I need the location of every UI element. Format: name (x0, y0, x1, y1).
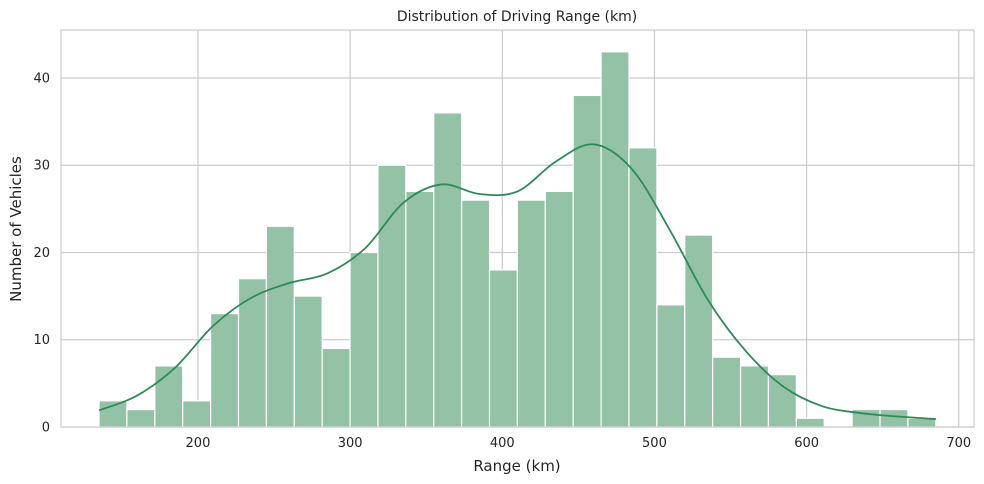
histogram-bar (739, 365, 770, 428)
y-tick-labels: 0 10 20 30 40 (33, 71, 50, 435)
x-tick-label: 400 (490, 436, 515, 451)
histogram-bar (433, 112, 463, 428)
histogram-bar (349, 251, 379, 428)
x-axis-label: Range (km) (473, 457, 560, 475)
histogram-bar (265, 225, 295, 428)
plot-frame (60, 29, 975, 428)
histogram-bar (126, 408, 156, 428)
histogram-bar (879, 408, 909, 428)
histogram-bar (656, 304, 686, 428)
y-tick-label: 20 (33, 246, 50, 261)
y-tick-label: 40 (33, 71, 50, 86)
chart-title: Distribution of Driving Range (km) (397, 9, 637, 25)
x-tick-label: 700 (946, 436, 971, 451)
kde-line (98, 143, 937, 421)
histogram-bar (516, 199, 546, 428)
y-tick-label: 10 (33, 333, 50, 348)
y-tick-label: 30 (33, 159, 50, 174)
histogram-bar (600, 51, 630, 428)
x-tick-label: 600 (794, 436, 819, 451)
y-axis-label: Number of Vehicles (7, 156, 25, 302)
histogram-bars (98, 51, 937, 428)
x-tick-label: 300 (338, 436, 363, 451)
histogram-bar (684, 234, 714, 428)
x-tick-label: 200 (186, 436, 211, 451)
histogram-bar (767, 374, 797, 428)
histogram-bar (795, 417, 825, 428)
histogram-bar (377, 164, 407, 428)
histogram-bar (182, 400, 212, 428)
histogram-bar (488, 269, 519, 428)
y-tick-label: 0 (42, 421, 50, 436)
histogram-bar (712, 356, 742, 428)
histogram-bar (210, 312, 240, 428)
kde-curve (98, 143, 937, 421)
histogram-bar (293, 295, 323, 428)
histogram-bar (544, 190, 574, 428)
histogram-bar (405, 190, 435, 428)
histogram-bar (461, 199, 491, 428)
histogram-bar (628, 147, 658, 428)
histogram-bar (154, 365, 184, 428)
histogram-bar (237, 278, 267, 428)
histogram-bar (321, 347, 351, 428)
x-tick-labels: 200 300 400 500 600 700 (186, 436, 972, 451)
x-tick-label: 500 (642, 436, 667, 451)
